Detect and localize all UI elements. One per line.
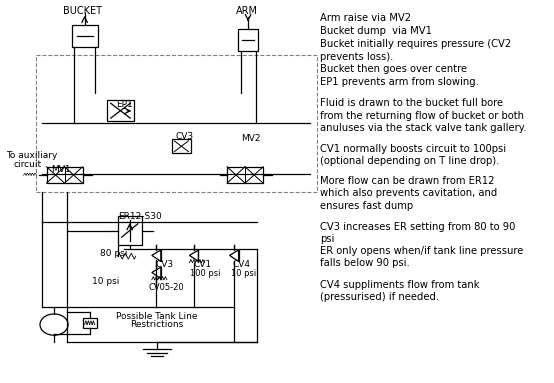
Text: 10 psi: 10 psi bbox=[231, 269, 257, 278]
Text: CV4 suppliments flow from tank: CV4 suppliments flow from tank bbox=[320, 280, 479, 290]
Bar bbox=[238, 29, 258, 51]
Text: prevents loss).: prevents loss). bbox=[320, 52, 393, 62]
Bar bbox=[37, 55, 317, 192]
Text: (pressurised) if needed.: (pressurised) if needed. bbox=[320, 292, 439, 302]
Text: 100 psi: 100 psi bbox=[190, 269, 220, 278]
Text: Possible Tank Line: Possible Tank Line bbox=[116, 312, 198, 321]
Text: Bucket initially requires pressure (CV2: Bucket initially requires pressure (CV2 bbox=[320, 39, 511, 49]
Text: ARM: ARM bbox=[236, 6, 258, 16]
Bar bbox=[71, 25, 98, 47]
Bar bbox=[117, 216, 142, 245]
Text: (optional depending on T line drop).: (optional depending on T line drop). bbox=[320, 156, 499, 166]
Text: CV3: CV3 bbox=[156, 260, 174, 269]
Text: which also prevents cavitation, and: which also prevents cavitation, and bbox=[320, 188, 497, 198]
Text: Arm raise via MV2: Arm raise via MV2 bbox=[320, 13, 411, 23]
Text: psi: psi bbox=[320, 234, 334, 244]
Text: MV1: MV1 bbox=[52, 165, 71, 174]
Bar bbox=[172, 139, 191, 154]
Text: anuluses via the stack valve tank gallery.: anuluses via the stack valve tank galler… bbox=[320, 123, 526, 133]
Text: Restrictions: Restrictions bbox=[130, 320, 183, 329]
Text: 10 psi: 10 psi bbox=[92, 278, 120, 286]
Text: 80 psi: 80 psi bbox=[100, 249, 127, 258]
Text: from the returning flow of bucket or both: from the returning flow of bucket or bot… bbox=[320, 111, 524, 121]
Text: CV3: CV3 bbox=[176, 132, 194, 141]
Text: CV1: CV1 bbox=[193, 260, 212, 269]
Text: CV3 increases ER setting from 80 to 90: CV3 increases ER setting from 80 to 90 bbox=[320, 222, 515, 232]
Text: Fluid is drawn to the bucket full bore: Fluid is drawn to the bucket full bore bbox=[320, 98, 503, 108]
Text: ER12-S30: ER12-S30 bbox=[117, 212, 161, 221]
Text: Bucket dump  via MV1: Bucket dump via MV1 bbox=[320, 26, 432, 36]
Text: ensures fast dump: ensures fast dump bbox=[320, 201, 413, 211]
Text: CV1 normally boosts circuit to 100psi: CV1 normally boosts circuit to 100psi bbox=[320, 144, 506, 154]
Text: More flow can be drawn from ER12: More flow can be drawn from ER12 bbox=[320, 176, 494, 186]
Text: CV4: CV4 bbox=[232, 260, 250, 269]
Text: MV2: MV2 bbox=[241, 134, 260, 143]
Text: To auxiliary: To auxiliary bbox=[7, 151, 58, 160]
Text: falls below 90 psi.: falls below 90 psi. bbox=[320, 259, 409, 268]
Text: ER only opens when/if tank line pressure: ER only opens when/if tank line pressure bbox=[320, 246, 523, 256]
Text: EP1: EP1 bbox=[116, 100, 132, 109]
Bar bbox=[227, 167, 263, 183]
Text: EP1 prevents arm from slowing.: EP1 prevents arm from slowing. bbox=[320, 77, 479, 87]
Bar bbox=[47, 167, 83, 183]
Text: Bucket then goes over centre: Bucket then goes over centre bbox=[320, 64, 467, 74]
Text: BUCKET: BUCKET bbox=[63, 6, 102, 16]
Text: circuit: circuit bbox=[14, 160, 42, 169]
Bar bbox=[107, 100, 134, 121]
Bar bbox=[83, 318, 96, 328]
Text: CV05-20: CV05-20 bbox=[148, 283, 184, 292]
